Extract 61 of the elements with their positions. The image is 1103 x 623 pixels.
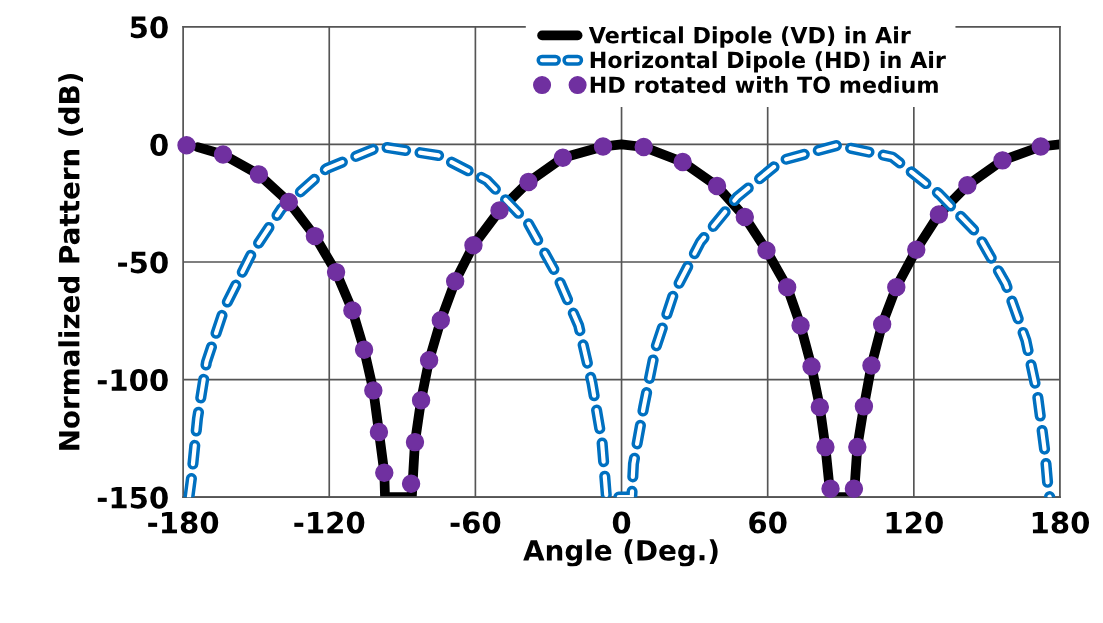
y-tick-label: 0 (150, 133, 168, 156)
y-tick-label: -150 (97, 486, 168, 509)
point (431, 311, 451, 330)
x-tick-label: 0 (612, 511, 631, 534)
point (401, 474, 421, 493)
point (1031, 137, 1050, 156)
x-tick-label: -60 (450, 511, 501, 534)
point (419, 351, 439, 370)
point (929, 205, 949, 224)
point (777, 277, 797, 297)
point (634, 137, 653, 157)
y-axis-title: Normalized Pattern (dB) (58, 74, 83, 450)
point (810, 397, 830, 417)
point (791, 316, 810, 335)
y-tick-label: 50 (130, 16, 168, 39)
point (958, 176, 977, 195)
point (816, 437, 835, 457)
x-tick-label: 120 (886, 511, 943, 534)
point (369, 422, 389, 442)
point (464, 236, 483, 255)
point (844, 479, 864, 498)
point (802, 357, 821, 376)
point (821, 479, 840, 498)
point (553, 148, 573, 167)
point (862, 356, 881, 375)
legend-label: Horizontal Dipole (HD) in Air (590, 51, 946, 73)
point (673, 152, 692, 172)
point (405, 432, 425, 452)
x-axis-title: Angle (Deg.) (523, 539, 718, 567)
x-tick-label: 180 (1032, 511, 1090, 534)
point (305, 226, 325, 246)
legend-label: HD rotated with TO medium (590, 75, 938, 94)
point (490, 201, 509, 220)
y-tick-label: -100 (97, 369, 168, 392)
point (872, 315, 892, 334)
x-tick-label: -120 (294, 511, 365, 534)
point (593, 137, 613, 156)
point (707, 176, 727, 196)
point (411, 391, 431, 410)
x-tick-label: 60 (749, 511, 787, 534)
legend-label: Vertical Dipole (VD) in Air (588, 26, 911, 48)
point (757, 241, 776, 260)
y-tick-label: -50 (118, 251, 168, 274)
point (279, 192, 299, 212)
point (887, 277, 906, 297)
point (354, 340, 374, 359)
point (519, 172, 538, 192)
point (364, 381, 383, 400)
point (848, 437, 867, 457)
point (445, 272, 465, 291)
point (907, 240, 926, 259)
point (993, 151, 1012, 170)
point (375, 463, 394, 482)
point (249, 165, 269, 184)
point (343, 301, 362, 320)
point (213, 145, 233, 164)
point (326, 262, 346, 282)
x-tick-label: -180 (148, 511, 219, 534)
point (177, 136, 196, 155)
point (854, 397, 874, 416)
point (735, 207, 754, 227)
